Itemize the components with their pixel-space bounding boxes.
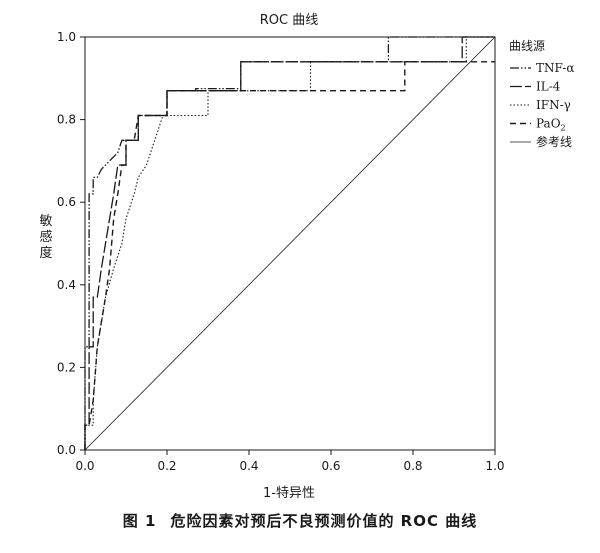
series-line-5 [84,36,496,451]
plot-area [84,36,496,451]
x-tick-label: 0.2 [157,459,176,473]
y-tick-label: 1.0 [57,30,76,44]
y-axis-label-char: 度 [39,245,52,261]
y-tick-label: 0.2 [57,360,76,374]
x-tick-label: 1.0 [485,459,504,473]
roc-chart: ROC 曲线 0.0 0.2 0.4 0.6 0.8 1.0 0.00.20.40.60.… [39,13,574,501]
y-axis-ticks: 0.0 0.2 0.4 0.6 0.8 1.0 [57,30,85,457]
plot-frame [84,36,496,451]
x-tick-label: 0.8 [403,459,422,473]
y-tick-label: 0.4 [57,278,76,292]
series-line-4 [84,61,495,450]
x-tick-label: 0.4 [239,459,258,473]
y-tick-label: 0.6 [57,195,76,209]
caption-number: 图 1 [122,512,157,530]
x-tick-label: 0.6 [321,459,340,473]
y-tick-label: 0.0 [57,443,76,457]
legend-label: IFN-γ [536,98,571,112]
legend-title: 曲线源 [509,39,545,53]
series-line-2 [84,36,495,450]
y-axis-label-char: 感 [39,229,52,245]
x-axis-ticks: 0.0 0.2 0.4 0.6 0.8 1.0 [75,450,505,473]
legend-label: PaO2 [536,117,566,133]
x-tick-label: 0.0 [75,459,94,473]
y-tick-label: 0.8 [57,113,76,127]
legend-label: 参考线 [536,134,572,149]
y-axis-label-char: 敏 [39,214,52,229]
figure-caption: 图 1 危险因素对预后不良预测价值的 ROC 曲线 [0,510,600,531]
x-axis-label: 1-特异性 [263,486,315,501]
legend-label: TNF-α [536,61,574,75]
chart-title: ROC 曲线 [260,13,318,28]
legend-label: IL-4 [536,80,561,94]
caption-text: 危险因素对预后不良预测价值的 ROC 曲线 [170,512,478,530]
y-axis-label: 敏感度 [39,214,52,261]
